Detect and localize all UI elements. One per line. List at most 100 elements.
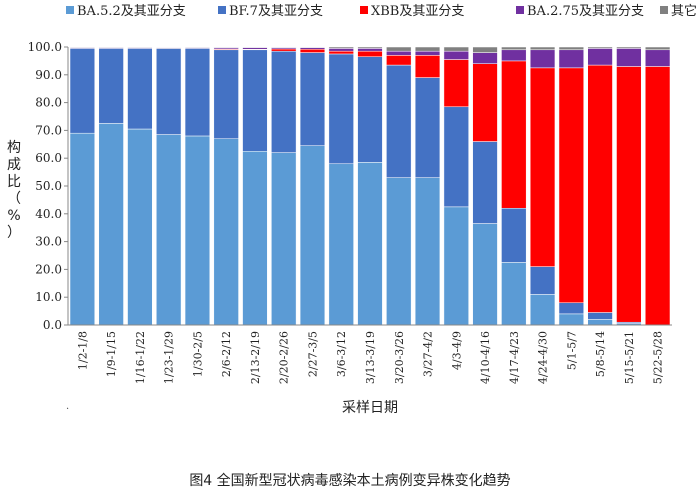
bar-segment-4-20	[645, 46, 671, 51]
x-tick-label: 5/8-5/14	[594, 331, 607, 377]
legend-swatch-0	[66, 6, 74, 14]
x-tick-label: 2/13-2/19	[249, 331, 262, 384]
bar-segment-3-6	[242, 47, 268, 50]
bar-segment-3-13	[443, 50, 469, 60]
bar-segment-3-14	[472, 52, 498, 64]
bar-segment-1-5	[213, 49, 239, 139]
bar-segment-3-19	[616, 48, 642, 67]
bar-segment-0-15	[501, 262, 527, 326]
bar-segment-0-12	[414, 177, 441, 326]
bar-segment-2-8	[299, 48, 326, 53]
bar-segment-1-12	[414, 77, 441, 178]
y-label-char: 构	[7, 140, 21, 156]
legend-label-3: BA.2.75及其亚分支	[527, 4, 644, 19]
legend-label-1: BF.7及其亚分支	[229, 4, 323, 19]
bar-segment-4-13	[443, 46, 469, 52]
x-tick-label: 3/6-3/12	[335, 331, 348, 377]
legend-label-4: 其它	[671, 3, 697, 19]
x-tick-label: 1/23-1/29	[163, 331, 176, 384]
bar-segment-1-11	[386, 64, 412, 178]
bar-segment-4-18	[587, 46, 613, 49]
bar-segment-0-11	[386, 177, 412, 326]
bar-segment-0-4	[184, 135, 211, 326]
stray-dot: ·	[66, 404, 70, 415]
bar-segment-0-2	[127, 128, 153, 326]
bar-segment-4-7	[271, 46, 297, 48]
legend-swatch-2	[360, 6, 368, 14]
y-axis-label: 构成比（%）	[7, 140, 21, 241]
x-tick-label: 3/27-4/2	[422, 331, 435, 377]
x-tick-label: 5/1-5/7	[565, 331, 578, 370]
y-tick-label: 20.0	[35, 262, 62, 276]
bar-segment-4-6	[242, 46, 268, 48]
bar-segment-1-8	[299, 52, 326, 146]
legend: BA.5.2及其亚分支 BF.7及其亚分支 XBB及其亚分支 BA.2.75及其亚分支…	[66, 3, 697, 19]
bar-segment-4-8	[299, 46, 326, 48]
legend-label-2: XBB及其亚分支	[371, 4, 464, 19]
bar-segment-0-6	[242, 151, 268, 326]
bar-segment-1-6	[242, 49, 268, 152]
y-label-char: （	[7, 191, 21, 207]
bar-segment-2-12	[414, 55, 441, 78]
y-tick-label: 80.0	[35, 96, 62, 110]
bar-segment-2-17	[558, 67, 584, 304]
x-tick-label: 3/13-3/19	[364, 331, 377, 384]
bar-segment-0-18	[587, 319, 613, 326]
bar-segment-0-13	[443, 206, 469, 326]
bar-segment-3-17	[558, 49, 584, 69]
bar-segment-3-12	[414, 50, 441, 56]
x-tick-label: 5/22-5/28	[652, 331, 665, 384]
bar-segment-2-15	[501, 60, 527, 209]
y-tick-label: 100.0	[28, 40, 62, 54]
y-tick-label: 70.0	[35, 123, 62, 137]
y-tick-label: 0.0	[43, 318, 62, 332]
bar-segment-0-14	[472, 223, 498, 326]
bar-segment-1-1	[98, 48, 124, 124]
x-tick-label: 1/30-2/5	[191, 331, 204, 377]
bar-segment-4-12	[414, 46, 441, 52]
bar-segment-4-16	[529, 46, 556, 51]
bar-segment-1-10	[357, 56, 383, 163]
x-tick-label: 5/15-5/21	[623, 331, 636, 384]
bar-segment-0-9	[328, 163, 354, 326]
bar-segment-4-19	[616, 46, 642, 49]
y-tick-label: 60.0	[35, 151, 62, 165]
bar-segment-4-17	[558, 46, 584, 51]
bar-segment-0-3	[156, 134, 182, 326]
bar-segment-2-7	[271, 48, 297, 52]
y-label-char: %	[7, 208, 20, 224]
bar-segment-2-9	[328, 50, 354, 55]
bar-segment-3-18	[587, 48, 613, 66]
bar-segment-2-18	[587, 64, 613, 313]
x-tick-label: 1/2-1/8	[76, 331, 89, 370]
bar-segment-2-14	[472, 63, 498, 142]
bar-segment-0-17	[558, 313, 584, 326]
y-label-char: 成	[7, 157, 21, 173]
bar-segment-3-11	[386, 50, 412, 56]
x-tick-label: 4/17-4/23	[508, 331, 521, 384]
bar-segment-0-8	[299, 145, 326, 326]
bar-segment-3-9	[328, 48, 354, 52]
bar-segment-4-1	[98, 46, 124, 48]
y-tick-label: 30.0	[35, 235, 62, 249]
bar-segment-2-20	[645, 66, 671, 326]
legend-swatch-3	[516, 6, 524, 14]
bar-segment-1-0	[69, 48, 96, 134]
y-axis: 0.0 10.0 20.0 30.0 40.0 50.0 60.0 70.0 80.0 90.0 1…	[28, 40, 69, 332]
y-tick-label: 40.0	[35, 207, 62, 221]
bar-segment-1-2	[127, 48, 153, 130]
bar-segment-2-13	[443, 59, 469, 108]
bar-segment-2-11	[386, 55, 412, 66]
bar-segment-4-5	[213, 46, 239, 48]
x-tick-label: 4/3-4/9	[450, 331, 463, 370]
x-tick-label: 4/10-4/16	[479, 331, 492, 384]
bar-segment-2-16	[529, 67, 556, 267]
bar-segment-4-4	[184, 46, 211, 48]
x-tick-label: 2/27-3/5	[306, 331, 319, 377]
y-label-char: 比	[7, 174, 21, 190]
figure-caption: 图4 全国新型冠状病毒感染本土病例变异株变化趋势	[189, 473, 511, 489]
bar-segment-1-9	[328, 53, 354, 165]
y-tick-label: 10.0	[35, 290, 62, 304]
bars	[69, 46, 671, 326]
